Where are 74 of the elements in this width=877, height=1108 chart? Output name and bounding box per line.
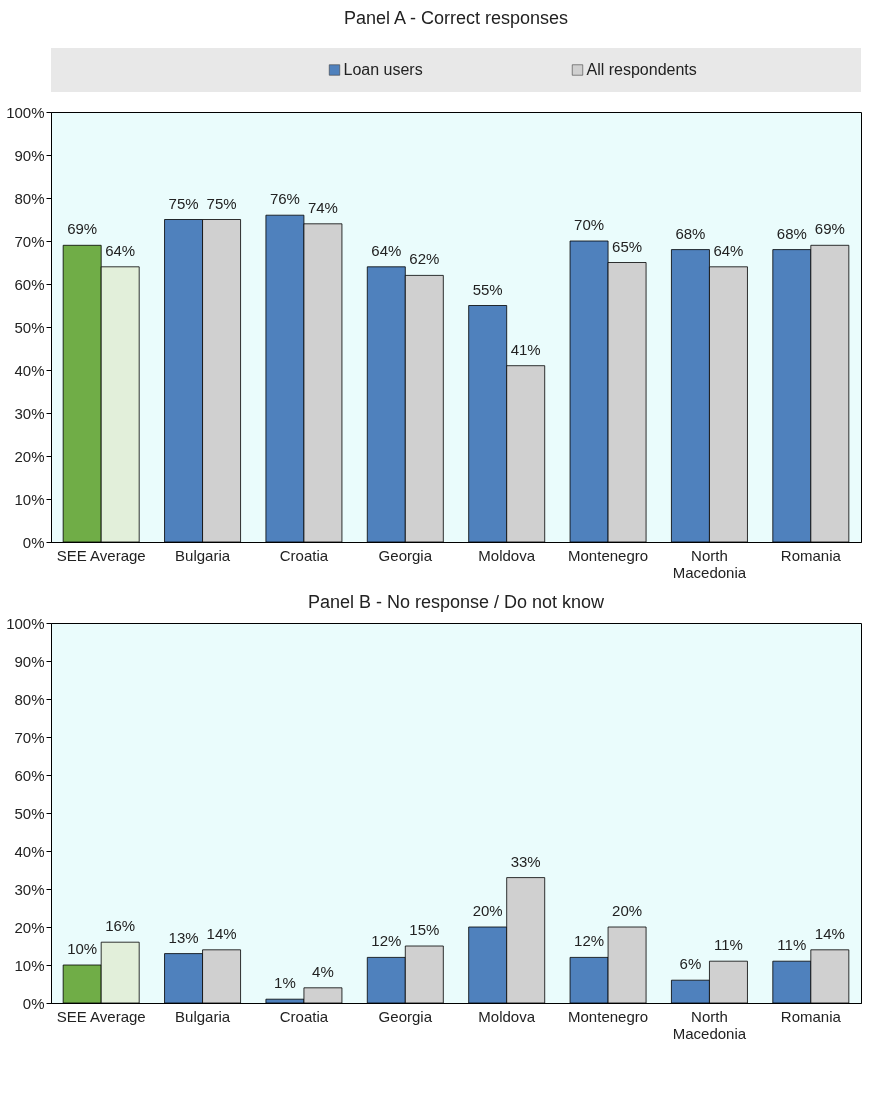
y-tick-label: 100% <box>6 103 45 121</box>
data-label: 65% <box>612 237 643 255</box>
y-tick-label: 20% <box>14 918 45 936</box>
data-label: 14% <box>814 924 845 942</box>
x-tick-label: Georgia <box>378 546 433 564</box>
data-label: 16% <box>105 917 136 935</box>
x-tick-label: Moldova <box>478 1007 536 1025</box>
data-label: 4% <box>312 962 334 980</box>
y-tick-label: 30% <box>14 880 45 898</box>
y-tick-label: 40% <box>14 842 45 860</box>
data-label: 20% <box>472 902 503 919</box>
x-tick-label: Montenegro <box>568 1007 649 1025</box>
x-tick-label: Croatia <box>279 1007 329 1025</box>
y-tick-label: 10% <box>14 490 45 508</box>
y-tick-label: 40% <box>14 361 45 379</box>
data-label: 11% <box>713 936 743 954</box>
data-label: 6% <box>679 955 702 973</box>
x-tick-label: North Macedonia <box>672 1007 747 1042</box>
data-label: 64% <box>105 241 136 259</box>
y-tick-label: 70% <box>14 728 45 746</box>
x-tick-label: Montenegro <box>568 546 649 564</box>
data-label: 11% <box>777 936 807 954</box>
y-tick-label: 60% <box>14 766 45 784</box>
x-tick-label: Romania <box>780 546 842 564</box>
data-label: 12% <box>371 932 402 950</box>
legend-label: All respondents <box>586 61 697 78</box>
x-tick-label: North Macedonia <box>672 546 747 581</box>
chart-title: Panel A - Correct responses <box>343 8 569 28</box>
x-tick-label: Bulgaria <box>175 546 231 564</box>
legend-label: Loan users <box>343 61 423 78</box>
y-tick-label: 100% <box>6 614 45 632</box>
y-tick-label: 90% <box>14 652 45 670</box>
data-label: 68% <box>776 224 807 242</box>
data-label: 10% <box>67 940 98 957</box>
data-label: 75% <box>168 194 199 212</box>
x-tick-label: Georgia <box>378 1007 433 1025</box>
y-tick-label: 10% <box>14 956 45 974</box>
x-tick-label: SEE Average <box>56 1007 146 1025</box>
x-tick-label: Romania <box>780 1007 842 1025</box>
x-tick-label: Croatia <box>279 546 329 564</box>
y-tick-label: 0% <box>22 533 45 551</box>
data-label: 13% <box>168 928 199 946</box>
y-tick-label: 20% <box>14 447 45 465</box>
data-label: 69% <box>814 220 845 238</box>
y-tick-label: 90% <box>14 146 45 164</box>
y-tick-label: 80% <box>14 189 45 207</box>
chart-title: Panel B - No response / Do not know <box>307 592 606 612</box>
data-label: 68% <box>675 224 706 242</box>
data-label: 20% <box>612 902 643 919</box>
data-label: 70% <box>574 216 605 233</box>
y-tick-label: 50% <box>14 804 45 822</box>
data-label: 64% <box>713 241 744 259</box>
data-label: 62% <box>409 250 440 268</box>
y-tick-label: 0% <box>22 994 45 1012</box>
x-tick-label: Bulgaria <box>175 1007 231 1025</box>
data-label: 33% <box>510 852 541 870</box>
data-label: 74% <box>307 198 338 216</box>
x-tick-label: Moldova <box>478 546 536 564</box>
y-tick-label: 80% <box>14 690 45 708</box>
y-tick-label: 30% <box>14 404 45 422</box>
y-tick-label: 50% <box>14 318 45 336</box>
data-label: 41% <box>510 340 541 358</box>
data-label: 1% <box>274 974 296 992</box>
y-tick-label: 70% <box>14 232 45 250</box>
data-label: 76% <box>269 190 300 208</box>
data-label: 64% <box>371 241 402 259</box>
data-label: 55% <box>472 280 503 298</box>
data-label: 14% <box>206 924 237 942</box>
data-label: 12% <box>574 932 605 950</box>
y-tick-label: 60% <box>14 275 45 293</box>
data-label: 15% <box>409 921 440 938</box>
data-label: 69% <box>67 220 98 238</box>
data-label: 75% <box>206 194 237 212</box>
x-tick-label: SEE Average <box>56 546 146 564</box>
